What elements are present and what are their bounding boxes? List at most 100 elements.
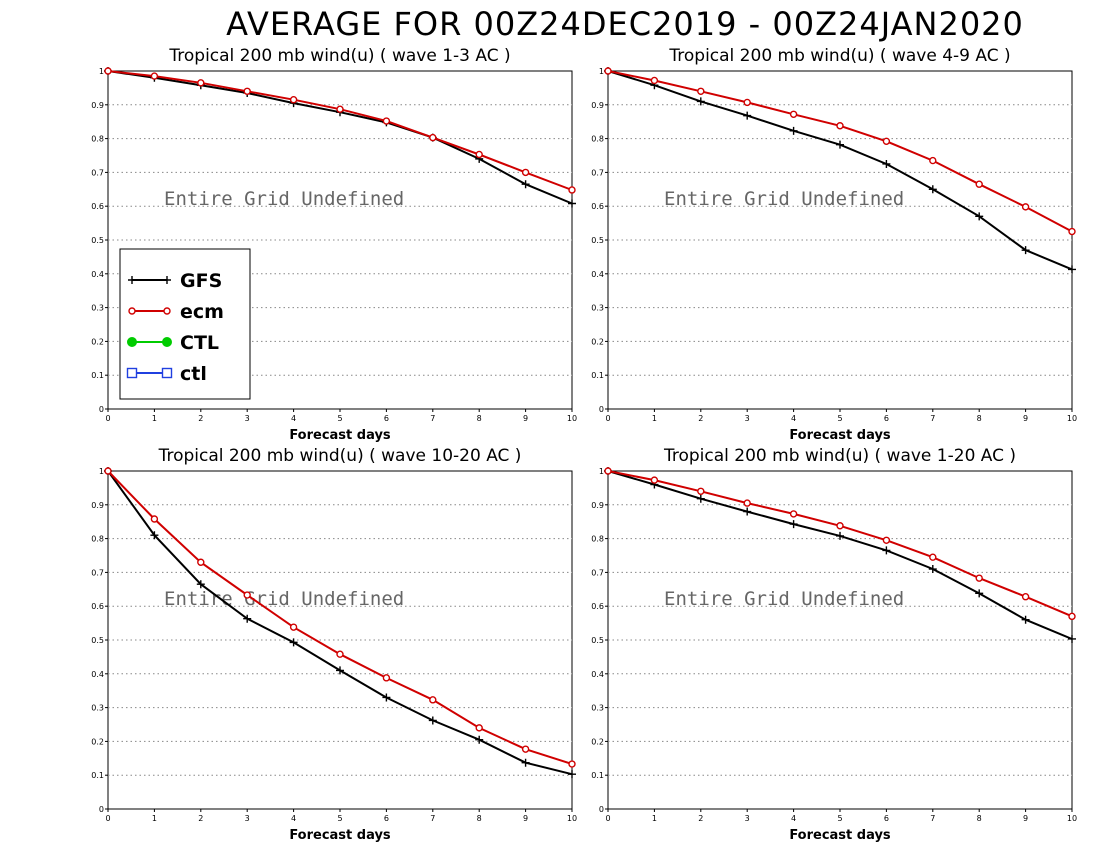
annotation-text: Entire Grid Undefined	[664, 588, 904, 610]
legend-marker	[128, 276, 136, 284]
x-tick-label: 10	[567, 814, 577, 823]
y-tick-label: 0.3	[591, 704, 604, 713]
y-tick-label: 1	[99, 67, 104, 76]
y-tick-label: 0	[99, 405, 104, 414]
data-point-ecm	[475, 724, 483, 732]
legend-label: CTL	[180, 332, 219, 354]
data-point-gfs	[1021, 615, 1030, 624]
data-point-gfs	[243, 614, 252, 623]
y-tick-label: 0.4	[91, 670, 104, 679]
plot-frame	[607, 70, 1073, 410]
data-point-gfs	[521, 180, 530, 189]
data-point-gfs	[928, 185, 937, 194]
x-tick-label: 3	[745, 414, 750, 423]
legend-marker	[161, 367, 173, 379]
data-point-ecm	[836, 122, 844, 130]
data-point-ecm	[150, 72, 159, 80]
x-tick-label: 0	[605, 414, 610, 423]
x-tick-label: 5	[337, 814, 342, 823]
data-point-ecm	[568, 760, 576, 768]
y-tick-label: 0.6	[591, 202, 604, 211]
series-gfs	[604, 467, 1076, 643]
data-point-ecm	[521, 168, 530, 177]
legend-label: ctl	[180, 363, 207, 385]
x-axis-label: Forecast days	[789, 428, 891, 443]
y-tick-label: 0.3	[91, 304, 104, 313]
data-point-gfs	[568, 770, 576, 779]
y-tick-label: 0	[599, 405, 604, 414]
data-point-gfs	[882, 546, 891, 555]
x-tick-label: 3	[245, 814, 250, 823]
x-tick-label: 10	[1067, 814, 1077, 823]
series-ecm	[604, 467, 1076, 621]
data-point-ecm	[604, 467, 612, 475]
legend: GFS ecm CTL ctl	[119, 248, 251, 400]
x-tick-label: 3	[745, 814, 750, 823]
data-point-ecm	[104, 67, 112, 75]
annotation-text: Entire Grid Undefined	[164, 588, 404, 610]
data-point-ecm	[789, 510, 798, 518]
data-point-ecm	[789, 110, 798, 118]
x-tick-label: 3	[245, 414, 250, 423]
x-tick-label: 1	[652, 414, 657, 423]
y-tick-label: 1	[599, 67, 604, 76]
data-point-gfs	[521, 758, 530, 767]
data-point-ecm	[336, 105, 344, 113]
data-point-ecm	[150, 515, 159, 523]
x-tick-label: 6	[384, 814, 389, 823]
data-point-gfs	[928, 565, 937, 574]
x-tick-label: 6	[384, 414, 389, 423]
data-point-gfs	[1021, 246, 1030, 255]
data-point-gfs	[696, 494, 705, 503]
x-axis-label: Forecast days	[789, 828, 891, 843]
x-tick-label: 2	[198, 414, 203, 423]
x-tick-label: 8	[477, 414, 482, 423]
x-tick-label: 10	[567, 414, 577, 423]
y-tick-label: 0.2	[591, 737, 604, 746]
data-point-ecm	[568, 186, 576, 194]
data-point-gfs	[975, 212, 984, 221]
data-point-ecm	[929, 156, 937, 165]
y-tick-label: 0	[599, 805, 604, 814]
data-point-gfs	[789, 126, 798, 135]
x-tick-label: 7	[930, 414, 935, 423]
x-tick-label: 5	[337, 414, 342, 423]
legend-marker	[127, 337, 137, 347]
data-point-gfs	[150, 531, 159, 540]
data-point-ecm	[743, 499, 751, 507]
x-tick-label: 7	[430, 414, 435, 423]
legend-marker	[126, 367, 138, 379]
x-tick-label: 5	[837, 414, 842, 423]
data-point-ecm	[243, 591, 251, 599]
data-point-ecm	[1021, 203, 1030, 211]
data-point-ecm	[836, 522, 844, 530]
data-point-gfs	[882, 159, 891, 168]
y-tick-label: 0.3	[91, 704, 104, 713]
x-tick-label: 8	[977, 414, 982, 423]
x-tick-label: 6	[884, 814, 889, 823]
data-point-gfs	[428, 716, 437, 725]
y-tick-label: 0.4	[591, 270, 604, 279]
y-tick-label: 0.5	[91, 236, 104, 245]
y-tick-label: 0.7	[91, 168, 104, 177]
y-tick-label: 0.3	[591, 304, 604, 313]
main-title: AVERAGE FOR 00Z24DEC2019 - 00Z24JAN2020	[226, 5, 1024, 43]
data-point-gfs	[336, 666, 344, 675]
y-tick-label: 0.1	[91, 371, 104, 380]
data-point-ecm	[882, 137, 891, 146]
legend-entry-ecm: ecm	[128, 301, 224, 323]
x-tick-label: 8	[977, 814, 982, 823]
y-tick-label: 0.4	[591, 670, 604, 679]
data-point-gfs	[475, 735, 484, 744]
x-tick-label: 0	[105, 414, 110, 423]
legend-label: ecm	[180, 301, 224, 323]
y-tick-label: 0.6	[91, 202, 104, 211]
data-point-ecm	[104, 467, 112, 475]
x-tick-label: 4	[291, 414, 296, 423]
data-point-ecm	[1068, 612, 1076, 621]
x-tick-label: 2	[698, 414, 703, 423]
legend-marker	[163, 276, 171, 284]
data-point-ecm	[650, 476, 659, 484]
y-tick-label: 0.4	[91, 270, 104, 279]
